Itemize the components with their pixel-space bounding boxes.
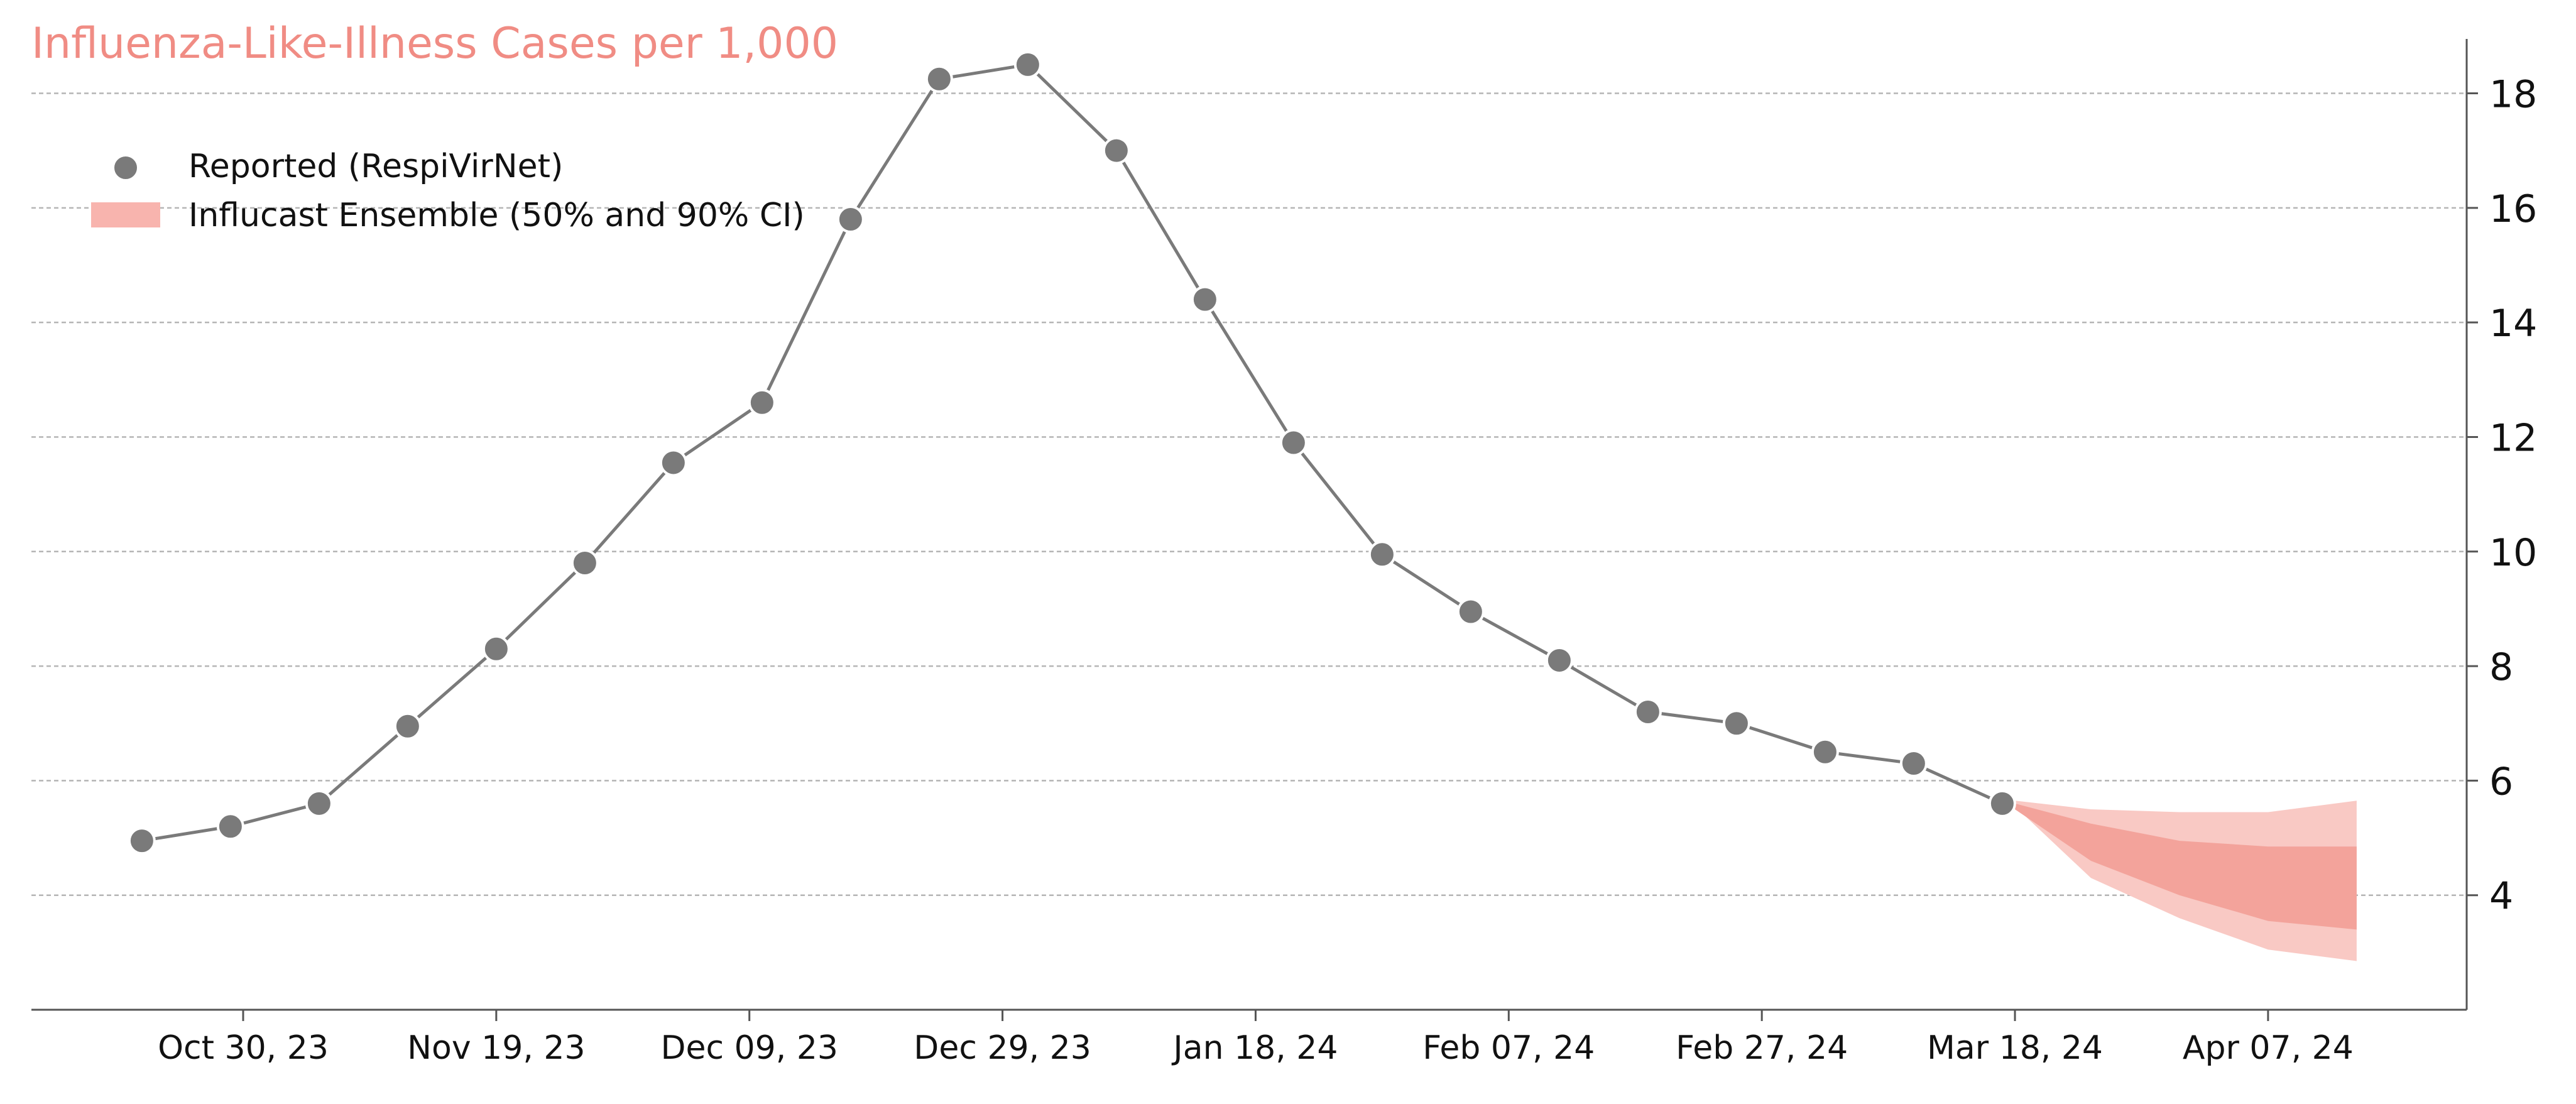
reported-data-point (1279, 429, 1307, 457)
legend-label-forecast: Influcast Ensemble (50% and 90% CI) (188, 197, 805, 234)
legend-swatch-forecast (91, 202, 160, 227)
legend-marker-reported (112, 154, 139, 182)
reported-data-point (1811, 738, 1839, 766)
reported-data-point (482, 635, 510, 663)
legend-label-reported: Reported (RespiVirNet) (188, 148, 563, 185)
reported-data-point (128, 827, 156, 855)
y-tick-label: 18 (2489, 73, 2537, 117)
x-tick-label: Mar 18, 24 (1927, 1029, 2103, 1067)
x-tick-label: Dec 29, 23 (914, 1029, 1091, 1067)
reported-data-point (659, 449, 687, 477)
y-tick-label: 6 (2489, 760, 2513, 804)
y-tick-label: 14 (2489, 302, 2537, 346)
x-tick-label: Oct 30, 23 (158, 1029, 329, 1067)
reported-data-point (1988, 789, 2016, 817)
reported-data-point (1456, 598, 1485, 626)
y-tick-label: 4 (2489, 875, 2513, 919)
reported-data-point (748, 388, 776, 417)
forecast-band-50 (2015, 803, 2357, 930)
x-tick-label: Dec 09, 23 (660, 1029, 838, 1067)
chart-title: Influenza-Like-Illness Cases per 1,000 (31, 19, 838, 68)
x-tick-label: Feb 07, 24 (1422, 1029, 1595, 1067)
reported-data-point (1368, 540, 1396, 569)
x-tick-label: Nov 19, 23 (407, 1029, 585, 1067)
reported-data-point (1102, 136, 1130, 165)
x-tick-label: Feb 27, 24 (1676, 1029, 1848, 1067)
reported-series-line (141, 63, 2003, 843)
y-tick-label: 16 (2489, 187, 2537, 231)
reported-data-point (1899, 750, 1928, 778)
y-tick-label: 12 (2489, 416, 2537, 460)
reported-data-point (216, 812, 244, 841)
reported-data-point (570, 549, 599, 577)
reported-data-point (1191, 285, 1219, 314)
reported-data-point (1722, 709, 1750, 738)
reported-data-point (1545, 646, 1573, 674)
reported-data-point (925, 65, 953, 93)
reported-data-point (1634, 697, 1662, 726)
y-tick-label: 8 (2489, 645, 2513, 689)
reported-data-point (393, 712, 422, 740)
x-tick-label: Jan 18, 24 (1171, 1029, 1338, 1067)
reported-data-point (836, 205, 865, 234)
x-tick-label: Apr 07, 24 (2183, 1029, 2354, 1067)
reported-data-point (1013, 50, 1042, 79)
y-tick-label: 10 (2489, 531, 2537, 575)
reported-data-point (305, 789, 333, 817)
